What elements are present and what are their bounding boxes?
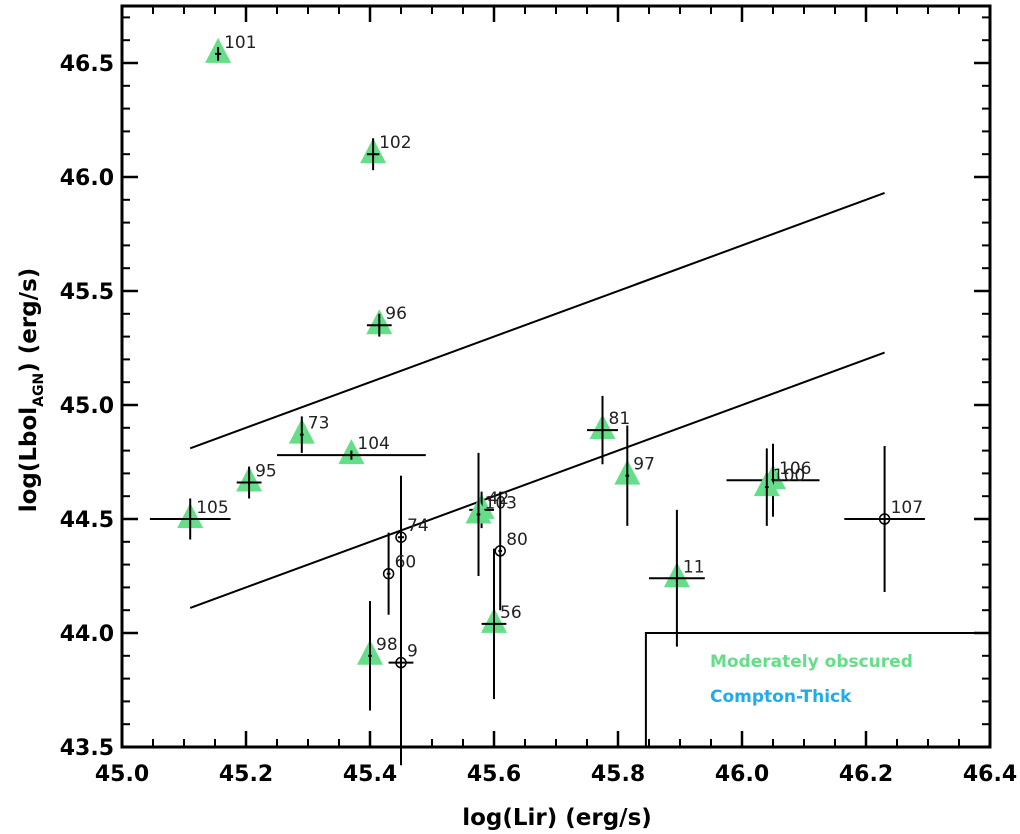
x-axis-label: log(Lir) (erg/s) [462,805,652,831]
y-tick-label: 46.0 [60,166,114,191]
x-tick-label: 45.4 [343,762,397,787]
reference-line [189,192,885,450]
data-point: 60 [382,532,417,615]
point-label: 73 [308,414,330,434]
point-label: 100 [773,466,805,486]
x-tick-label: 45.2 [219,762,273,787]
data-point: 107 [844,446,925,592]
x-tick-label: 45.6 [467,762,521,787]
data-point: 11 [649,509,705,647]
circle-marker [878,513,891,525]
circle-marker [494,545,506,557]
data-point: 9 [388,560,418,766]
x-tick-label: 46.2 [839,762,893,787]
y-tick-label: 44.5 [60,508,114,533]
data-points: 1011029673104951058197106100421031156981… [149,33,925,766]
data-point: 101 [205,33,257,63]
point-label: 81 [609,409,631,429]
y-tick-label: 45.0 [60,394,114,419]
point-label: 97 [633,455,655,475]
y-axis-label-tail: ) (erg/s) [16,268,42,373]
point-label: 11 [683,557,705,577]
data-point: 80 [494,491,528,611]
data-point: 98 [357,601,398,711]
point-label: 101 [224,33,256,53]
data-point: 105 [149,498,231,540]
data-point: 97 [614,425,655,526]
circle-marker [395,531,407,543]
data-point: 100 [753,448,805,526]
point-label: 74 [407,516,429,536]
legend: Moderately obscured Compton-Thick [710,652,913,707]
circle-marker [382,567,395,580]
point-label: 96 [385,304,407,324]
x-tick-label: 45.8 [591,762,645,787]
point-label: 107 [891,498,923,518]
point-label: 98 [376,635,398,655]
point-label: 80 [506,530,528,550]
y-tick-label: 43.5 [60,736,114,761]
point-label: 9 [407,642,418,662]
x-tick-label: 46.0 [715,762,769,787]
point-label: 95 [255,462,277,482]
plot-frame [120,4,992,749]
x-tick-label: 46.4 [963,762,1017,787]
point-label: 60 [395,553,417,573]
reference-lines [189,192,885,609]
data-point: 104 [277,434,426,465]
y-axis-label-main: log(Lbol [16,407,42,512]
y-tick-label: 46.5 [60,52,114,77]
point-label: 42 [488,489,510,509]
data-point: 81 [587,395,631,465]
y-axis-label: log(LbolAGN) (erg/s) [16,268,47,513]
data-point: 56 [481,548,522,700]
legend-entry-compton-thick: Compton-Thick [710,687,852,707]
compton-thick-region [644,632,990,747]
point-label: 102 [379,133,411,153]
axes: 45.0 45.2 45.4 45.6 45.8 46.0 46.2 46.4 43.5 44.0… [60,4,1017,787]
point-label: 56 [500,603,522,623]
data-point: 73 [288,414,330,453]
region-boundary [644,632,990,747]
data-point: 96 [366,304,407,337]
y-axis-label-subscript: AGN [31,373,47,407]
y-tick-label: 45.5 [60,280,114,305]
point-label: 106 [779,459,811,479]
circle-marker [395,656,407,669]
legend-entry-moderately-obscured: Moderately obscured [710,652,913,672]
y-tick-label: 44.0 [60,622,114,647]
x-tick-label: 45.0 [95,762,149,787]
point-label: 105 [196,498,228,518]
data-point: 95 [236,462,277,499]
reference-line [189,351,885,609]
data-point: 102 [360,133,412,171]
point-label: 104 [357,434,389,454]
